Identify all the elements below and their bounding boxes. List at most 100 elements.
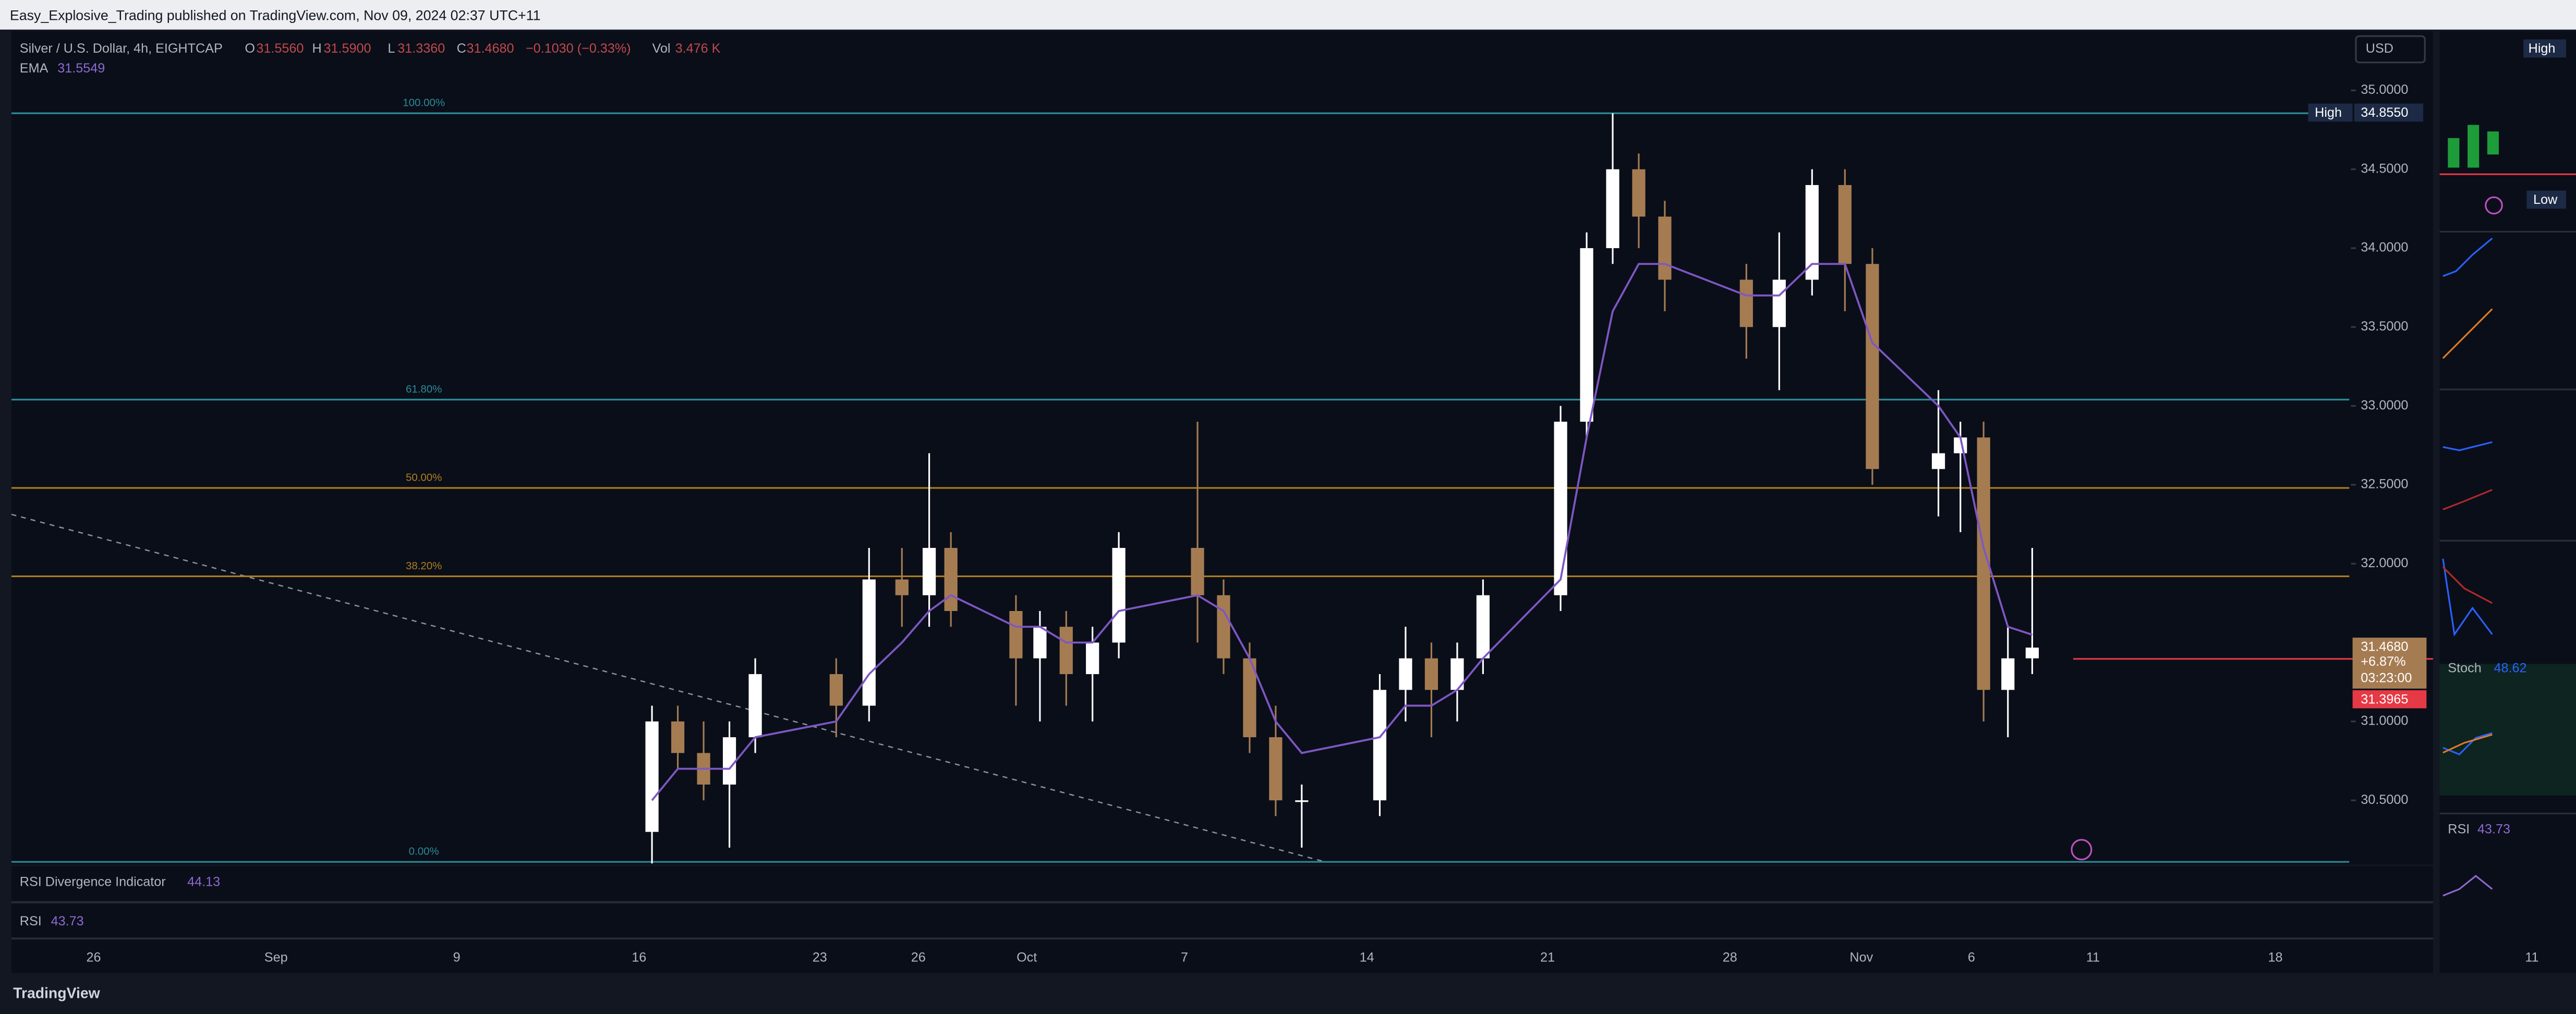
x-tick-label: 26 [87, 950, 101, 964]
ohlc-value: 31.3360 [397, 41, 445, 56]
x-tick-label: 7 [1181, 950, 1188, 964]
chart-pane [11, 31, 2433, 865]
candle-body [1033, 627, 1047, 658]
x-tick-label: 18 [2268, 950, 2283, 964]
high-tag-label: High [2315, 105, 2342, 120]
ohlc-change: −0.1030 (−0.33%) [526, 41, 631, 56]
ohlc-label: L [388, 41, 395, 56]
indicator-name: RSI Divergence Indicator [20, 874, 166, 889]
x-tick-label: 16 [632, 950, 646, 964]
ohlc-value: 31.5560 [256, 41, 304, 56]
candle-body [1580, 248, 1593, 422]
y-tick-label: 34.0000 [2361, 240, 2408, 255]
indicator-value: 43.73 [51, 914, 84, 929]
candle-body [2025, 648, 2039, 658]
candle-body [1424, 658, 1438, 690]
candle-body [829, 674, 843, 706]
ema-label: EMA [20, 61, 49, 76]
candle-body [1112, 547, 1126, 643]
candle-body [1739, 279, 1753, 327]
candle-body [748, 674, 762, 738]
candle-body [895, 579, 909, 595]
side-stoch-name: Stoch [2448, 661, 2481, 676]
candle-body [1191, 547, 1204, 595]
candle-body [722, 737, 736, 785]
candle-body [1295, 800, 1309, 802]
currency[interactable]: USD [2366, 41, 2393, 56]
ohlc-value: 3.476 K [675, 41, 721, 56]
candle-body [1373, 690, 1387, 801]
x-tick-label: Sep [264, 950, 288, 964]
high-tag [2354, 103, 2424, 122]
x-tick-label: Nov [1849, 950, 1873, 964]
candle-body [671, 721, 685, 753]
candle-body [1009, 611, 1023, 658]
candle-body [1632, 169, 1646, 217]
x-tick-label: 6 [1968, 950, 1975, 964]
ohlc-value: 31.4680 [467, 41, 514, 56]
indicator-pane [11, 903, 2433, 938]
y-tick-label: 30.5000 [2361, 792, 2408, 807]
x-tick-label: 14 [1360, 950, 1374, 964]
candle-body [1554, 421, 1567, 595]
candle-body [1476, 595, 1490, 658]
plot: 100.00% 61.80% 50.00% 38.20% 0.00% [11, 89, 2433, 864]
y-tick-label: 33.5000 [2361, 319, 2408, 334]
symbol: Silver / U.S. Dollar, 4h, EIGHTCAP [20, 41, 223, 56]
header-bar [0, 0, 2576, 30]
last-price-tag [2352, 638, 2427, 689]
candle-body [1606, 169, 1619, 248]
side-stoch-value: 48.62 [2494, 661, 2527, 676]
candle-body [645, 721, 659, 832]
x-tick-label: 21 [1540, 950, 1555, 964]
ohlc-label: C [457, 41, 466, 56]
candle-body [1269, 737, 1283, 801]
x-tick-label: Oct [1017, 950, 1037, 964]
ema-line [651, 263, 2033, 801]
candle-body [862, 579, 876, 706]
high-tag [2308, 103, 2353, 122]
side-x-label: 11 [2525, 950, 2538, 964]
currency-button[interactable] [2355, 35, 2426, 64]
side-high-tag [2523, 39, 2567, 58]
side-high: High [2529, 41, 2556, 56]
y-tick-label: 32.0000 [2361, 556, 2408, 570]
red-line-label: 31.3965 [2361, 692, 2408, 707]
ohlc-label: H [312, 41, 321, 56]
indicator-pane [11, 866, 2433, 901]
candle-body [1658, 216, 1672, 280]
red-line-tag [2352, 690, 2427, 708]
y-tick-label: 35.0000 [2361, 82, 2408, 97]
x-tick-label: 26 [911, 950, 926, 964]
ohlc-label: O [245, 41, 255, 56]
indicator-value: 44.13 [187, 874, 220, 889]
candle-body [944, 547, 958, 612]
fib-label: 0.00% [409, 846, 439, 858]
y-tick-label: 31.0000 [2361, 713, 2408, 728]
candle-body [2001, 658, 2015, 690]
y-tick-label: 32.5000 [2361, 477, 2408, 492]
fib-label: 61.80% [406, 383, 442, 395]
side-mini-charts [2439, 125, 2576, 897]
candle-body [922, 547, 936, 595]
fib-label: 38.20% [406, 560, 442, 572]
candle-body [1399, 658, 1412, 690]
candle-body [1931, 453, 1945, 469]
countdown: 03:23:00 [2361, 671, 2412, 686]
candle-body [1772, 279, 1786, 327]
ema-value: 31.5549 [57, 61, 105, 76]
candle-body [1217, 595, 1230, 658]
event-icon[interactable] [2071, 839, 2093, 861]
side-rsi-name: RSI [2448, 822, 2470, 837]
side-rsi-value: 43.73 [2477, 822, 2510, 837]
x-tick-label: 28 [1723, 950, 1737, 964]
fib-label: 50.00% [406, 471, 442, 483]
candle-body [1086, 642, 1099, 675]
side-low: Low [2533, 192, 2558, 207]
ohlc-value: 31.5900 [324, 41, 371, 56]
candle-body [1866, 264, 1879, 469]
candle-body [1838, 185, 1852, 264]
fib-label: 100.00% [403, 97, 445, 109]
